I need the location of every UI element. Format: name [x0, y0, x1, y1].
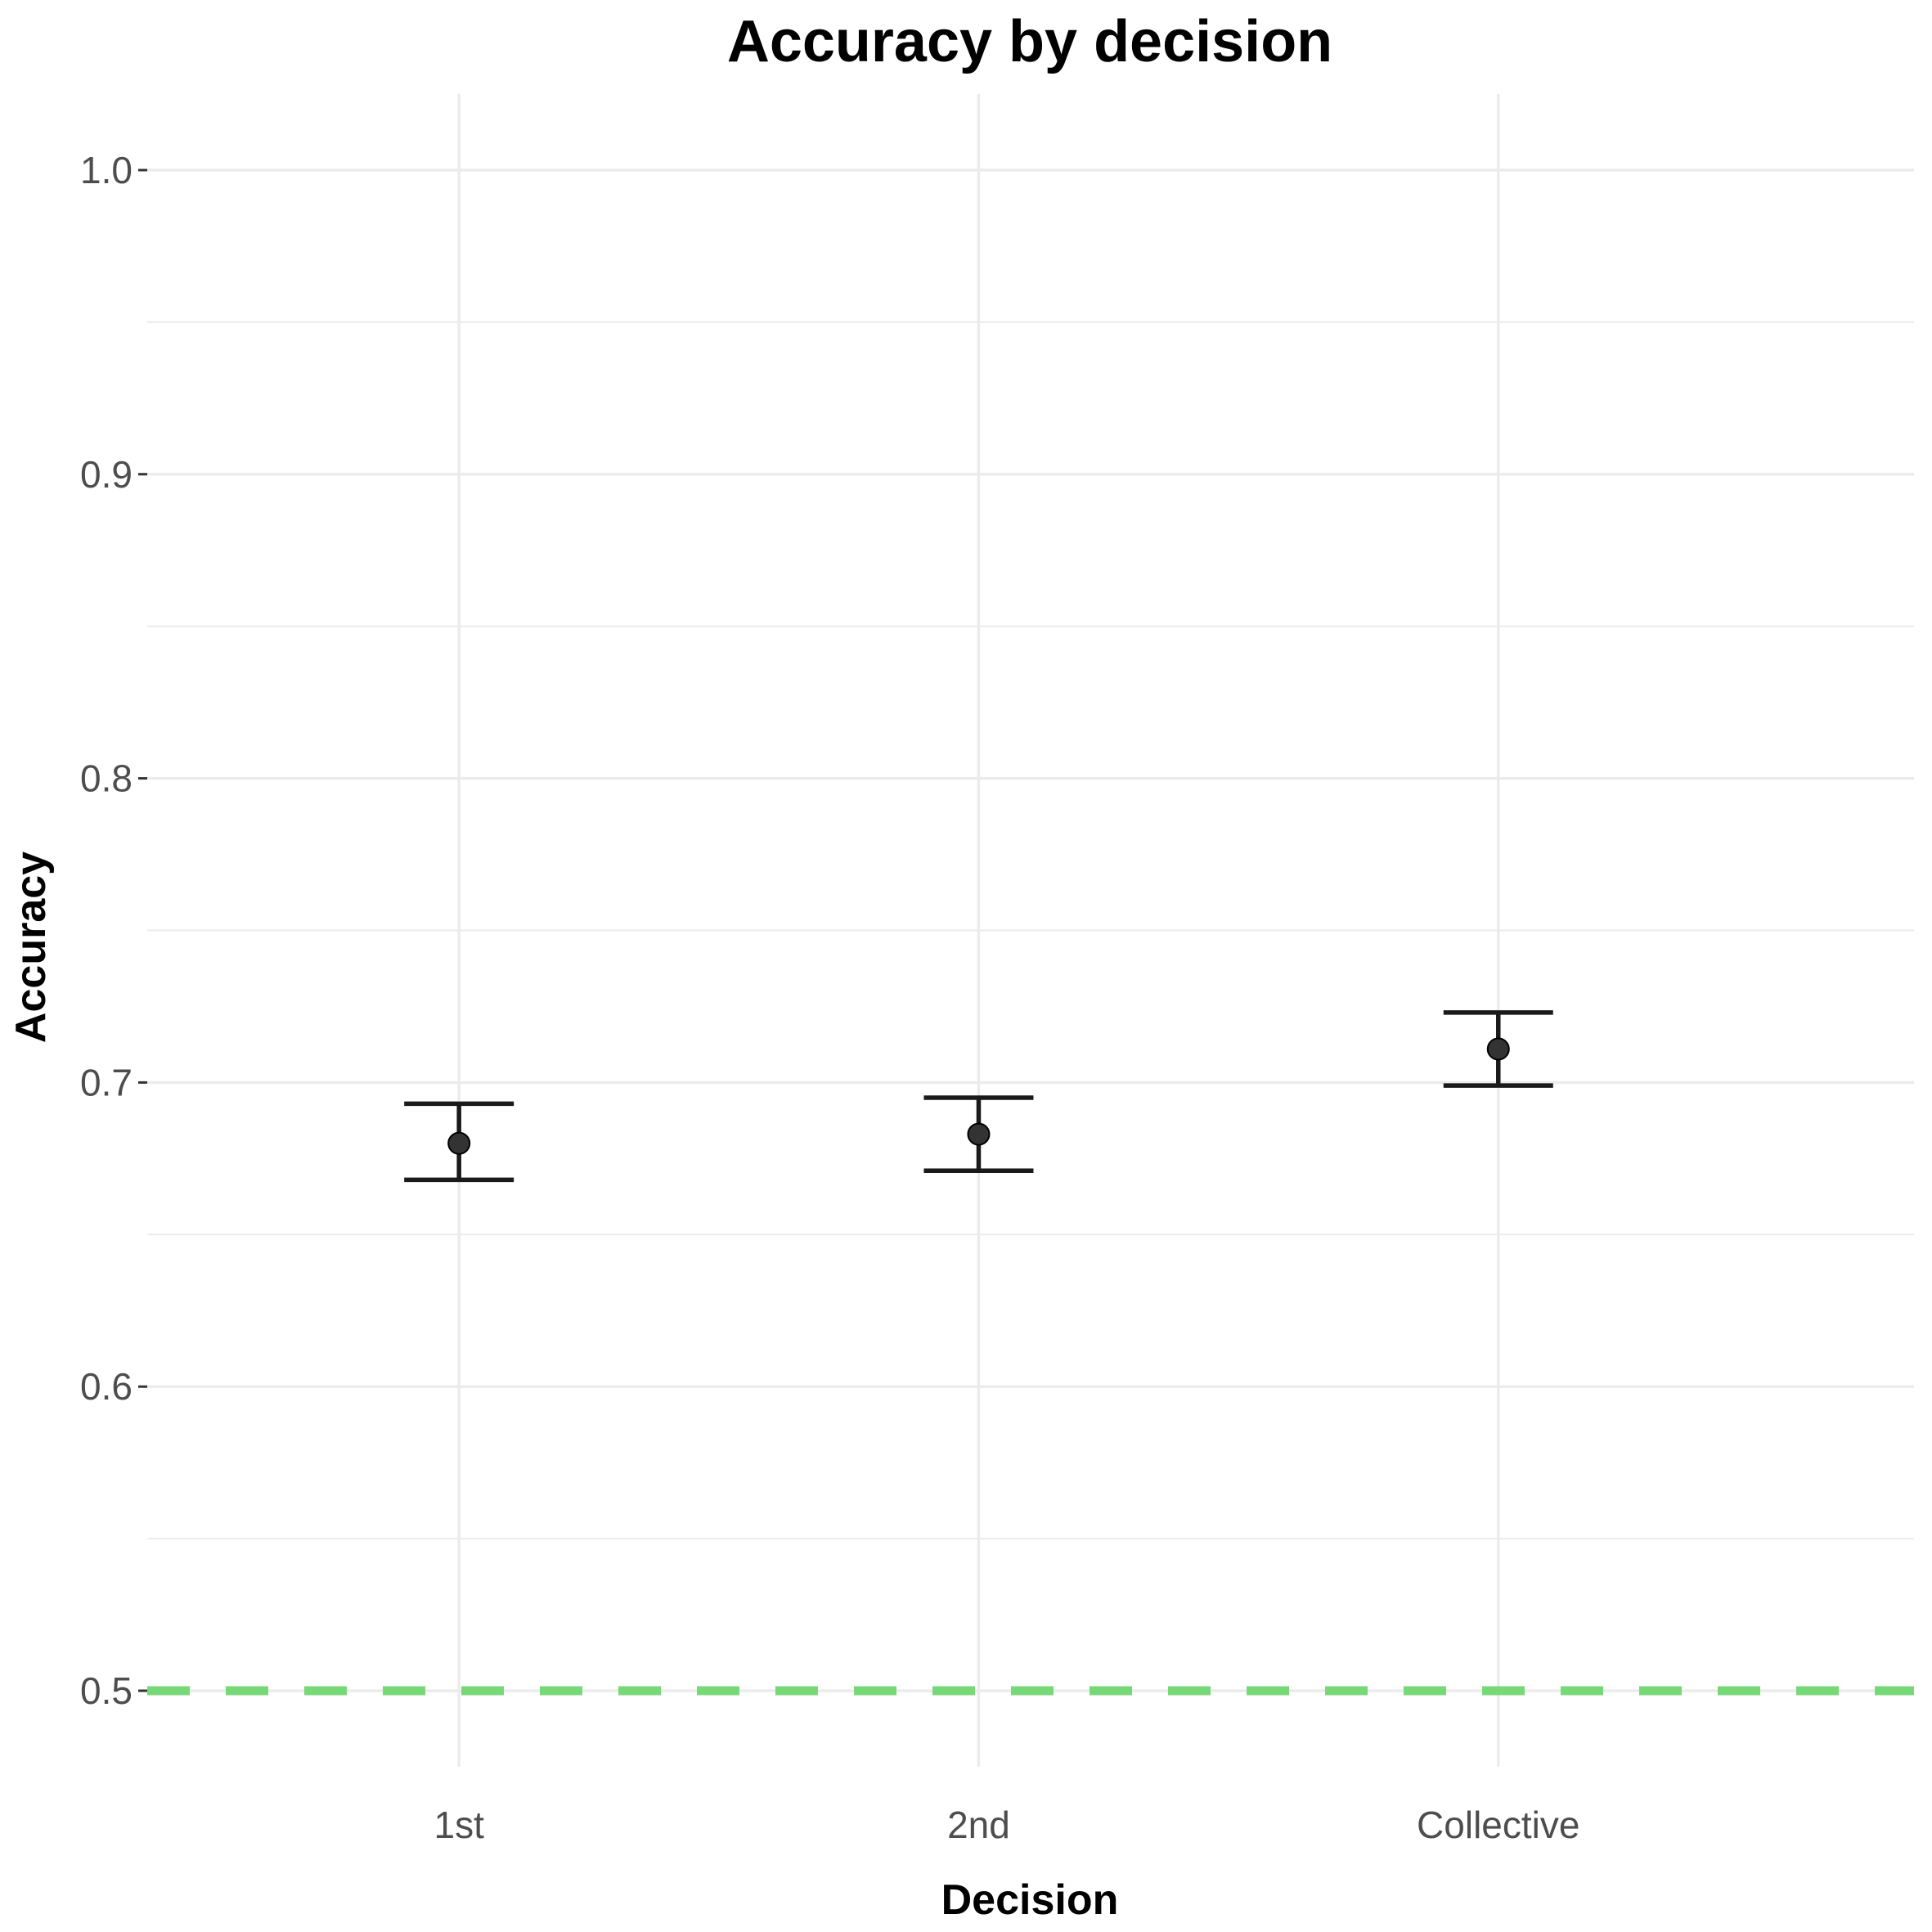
y-tick-label: 1.0	[80, 149, 133, 191]
y-tick-label: 0.6	[80, 1365, 133, 1408]
data-point	[1486, 1037, 1510, 1061]
data-point	[447, 1131, 471, 1155]
y-tick-label: 0.9	[80, 453, 133, 496]
x-tick-label: 2nd	[947, 1804, 1010, 1846]
y-tick-label: 0.7	[80, 1061, 133, 1103]
chart-title: Accuracy by decision	[727, 9, 1332, 74]
axes: 0.5 0.6 0.7 0.8 0.9 1.0 1st 2nd Collective	[80, 149, 1579, 1846]
x-tick-label: 1st	[434, 1804, 484, 1846]
y-tick-label: 0.5	[80, 1669, 133, 1712]
errorbar-group-collective	[1443, 1010, 1553, 1088]
x-tick-label: Collective	[1417, 1804, 1579, 1846]
x-axis-title: Decision	[941, 1876, 1119, 1924]
data-series	[404, 1010, 1553, 1183]
data-point	[967, 1122, 991, 1146]
grid-lines	[147, 94, 1914, 1767]
errorbar-group-2nd	[923, 1095, 1034, 1173]
errorbar-group-1st	[404, 1101, 514, 1183]
y-tick-label: 0.8	[80, 757, 133, 800]
y-axis-title: Accuracy	[7, 851, 55, 1043]
